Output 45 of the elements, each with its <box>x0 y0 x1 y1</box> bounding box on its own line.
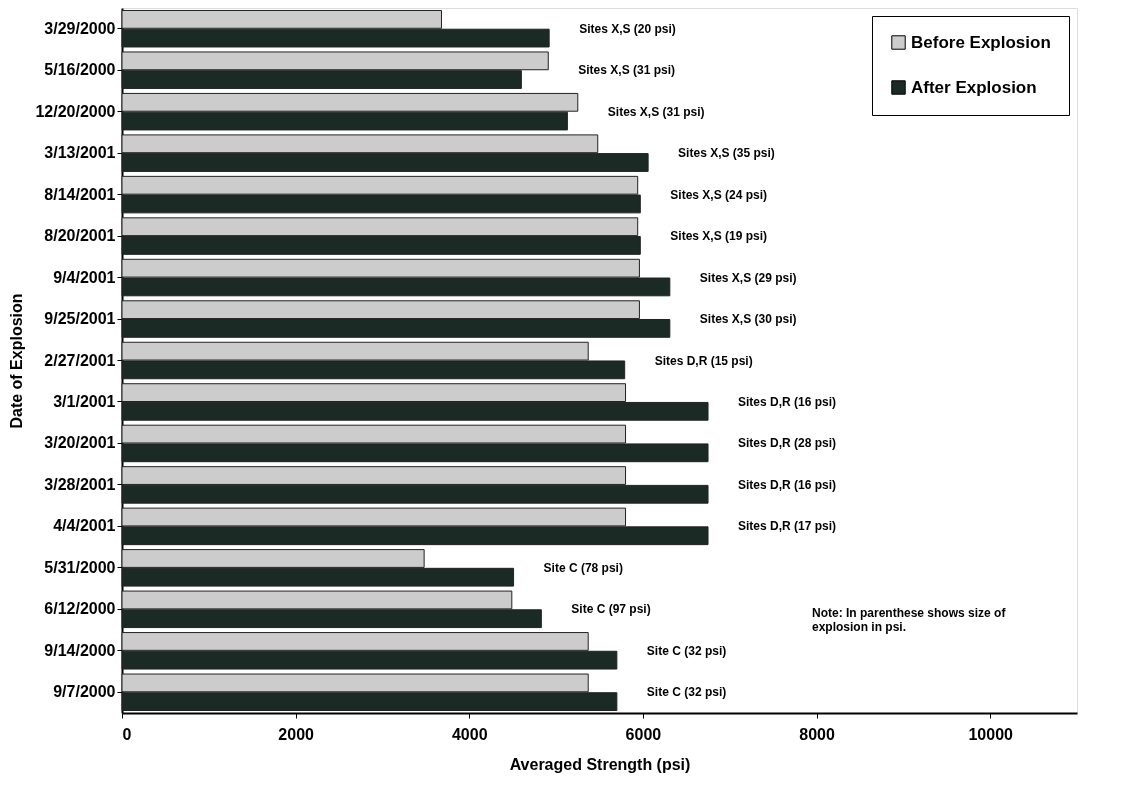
y-tick-label: 5/16/2000 <box>44 61 116 79</box>
annotation: Site C (97 psi) <box>571 602 651 617</box>
y-tick-label: 12/20/2000 <box>35 102 116 120</box>
legend-label: Before Explosion <box>911 32 1051 52</box>
annotation: Sites X,S (24 psi) <box>670 187 768 202</box>
y-tick-label: 3/28/2001 <box>44 475 116 493</box>
annotation: Site C (32 psi) <box>646 685 727 700</box>
y-tick-label: 8/14/2001 <box>44 185 116 203</box>
annotation: Sites D,R (16 psi) <box>738 394 837 409</box>
y-tick-label: 8/20/2001 <box>44 227 116 245</box>
y-tick-label: 3/13/2001 <box>44 144 116 162</box>
y-tick-label: 3/1/2001 <box>53 392 116 410</box>
y-tick-label: 5/31/2000 <box>44 558 116 576</box>
annotation: Sites D,R (15 psi) <box>654 353 753 368</box>
y-axis-title: Date of Explosion <box>8 293 26 429</box>
x-tick-label: 0 <box>122 725 132 743</box>
annotation: Sites X,S (20 psi) <box>579 21 676 36</box>
annotation: Sites D,R (17 psi) <box>738 519 837 534</box>
y-tick-label: 9/25/2001 <box>44 310 116 328</box>
annotation: Sites X,S (31 psi) <box>607 104 705 119</box>
y-tick-label: 3/20/2001 <box>44 434 116 452</box>
annotation: Sites X,S (35 psi) <box>678 146 775 161</box>
y-tick-label: 9/4/2001 <box>53 268 116 286</box>
x-tick-label: 6000 <box>625 725 662 743</box>
annotation: Site C (78 psi) <box>543 560 623 575</box>
annotation: Note: In parenthese shows size of explosion in psi. <box>812 606 1007 634</box>
annotation: Sites D,R (16 psi) <box>738 477 837 492</box>
y-tick-label: 6/12/2000 <box>44 600 116 618</box>
x-tick-label: 4000 <box>451 725 488 743</box>
x-tick-label: 10000 <box>968 725 1014 743</box>
y-tick-label: 4/4/2001 <box>53 517 116 535</box>
legend-label: After Explosion <box>911 77 1037 97</box>
annotation: Sites X,S (29 psi) <box>699 270 797 285</box>
x-tick-label: 8000 <box>799 725 835 743</box>
x-axis-title: Averaged Strength (psi) <box>509 755 691 773</box>
y-tick-label: 9/7/2000 <box>53 683 116 701</box>
y-tick-label: 2/27/2001 <box>44 351 116 369</box>
y-tick-label: 9/14/2000 <box>44 641 116 659</box>
annotation: Sites X,S (30 psi) <box>699 312 797 327</box>
annotation: Sites X,S (19 psi) <box>670 229 768 244</box>
annotation: Sites X,S (31 psi) <box>578 63 675 78</box>
annotation: Sites D,R (28 psi) <box>738 436 837 451</box>
annotation: Site C (32 psi) <box>646 643 727 658</box>
x-tick-label: 2000 <box>278 725 315 743</box>
y-tick-label: 3/29/2000 <box>44 19 116 37</box>
